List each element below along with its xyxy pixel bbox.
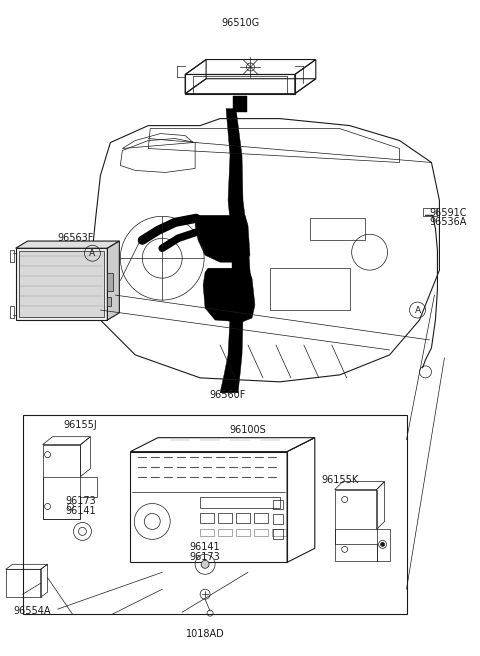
Bar [108, 274, 113, 291]
Bar [310, 218, 365, 240]
Bar [254, 514, 268, 523]
Text: 96563F: 96563F [57, 234, 94, 243]
Polygon shape [195, 215, 250, 262]
Bar [218, 529, 232, 537]
Text: 96141: 96141 [190, 543, 220, 552]
Bar [200, 514, 214, 523]
Text: 96554A: 96554A [14, 606, 51, 616]
Circle shape [247, 63, 254, 71]
Text: 96155J: 96155J [63, 420, 97, 430]
Bar [236, 514, 250, 523]
Polygon shape [108, 241, 120, 320]
Text: A: A [414, 306, 420, 315]
Bar [10, 306, 13, 318]
Text: 96173: 96173 [65, 497, 96, 506]
Bar [108, 297, 111, 306]
Bar [23, 415, 407, 614]
Bar [423, 209, 437, 216]
Polygon shape [220, 318, 243, 393]
Bar [10, 250, 13, 262]
Text: 96560F: 96560F [210, 390, 246, 400]
Bar [273, 499, 283, 510]
Bar [200, 497, 280, 508]
Text: 96591C: 96591C [430, 209, 467, 218]
Circle shape [381, 543, 384, 546]
Bar [273, 514, 283, 524]
Text: A: A [89, 249, 96, 258]
Circle shape [201, 560, 209, 568]
Bar [272, 529, 286, 537]
Text: 96173: 96173 [190, 552, 220, 562]
Text: 96510G: 96510G [221, 18, 259, 28]
Text: 1018AD: 1018AD [186, 629, 225, 639]
Polygon shape [203, 268, 255, 322]
Text: 96536A: 96536A [430, 217, 467, 228]
Bar [273, 529, 283, 539]
Bar [236, 529, 250, 537]
Text: 96141: 96141 [65, 506, 96, 516]
Text: 96100S: 96100S [229, 424, 266, 435]
Bar [254, 529, 268, 537]
Bar [19, 251, 104, 317]
Polygon shape [233, 96, 247, 112]
Bar [270, 268, 350, 310]
Bar [6, 569, 41, 597]
Bar [218, 514, 232, 523]
Text: 96155K: 96155K [321, 474, 359, 485]
Polygon shape [226, 109, 252, 295]
Polygon shape [16, 241, 120, 248]
Polygon shape [16, 248, 108, 320]
Bar [200, 529, 214, 537]
